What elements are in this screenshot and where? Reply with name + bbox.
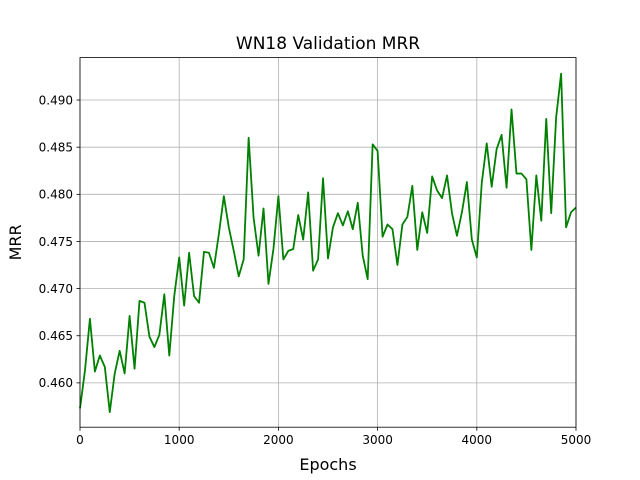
x-tick-label: 5000 (561, 433, 592, 447)
y-tick-label: 0.465 (39, 329, 73, 343)
x-tick-label: 2000 (263, 433, 294, 447)
x-axis-label: Epochs (299, 455, 356, 474)
series-line (79, 72, 577, 414)
y-tick-label: 0.460 (39, 376, 73, 390)
y-tick-label: 0.475 (39, 235, 73, 249)
chart-title: WN18 Validation MRR (236, 34, 420, 54)
y-tick-label: 0.490 (39, 93, 73, 107)
y-tick-label: 0.480 (39, 188, 73, 202)
y-axis-label: MRR (6, 224, 25, 260)
x-tick-label: 3000 (362, 433, 393, 447)
x-tick-label: 0 (76, 433, 84, 447)
grid (79, 57, 577, 428)
x-tick-label: 4000 (462, 433, 493, 447)
x-axis-ticks: 0 1000 2000 3000 4000 5000 (76, 427, 591, 447)
y-axis-ticks: 0.460 0.465 0.470 0.475 0.480 0.485 0.490 (39, 93, 80, 390)
series-group (79, 72, 577, 414)
x-tick-label: 1000 (164, 433, 195, 447)
plot-area (80, 57, 576, 428)
y-tick-label: 0.485 (39, 140, 73, 154)
y-tick-label: 0.470 (39, 282, 73, 296)
axes-frame (79, 57, 577, 428)
